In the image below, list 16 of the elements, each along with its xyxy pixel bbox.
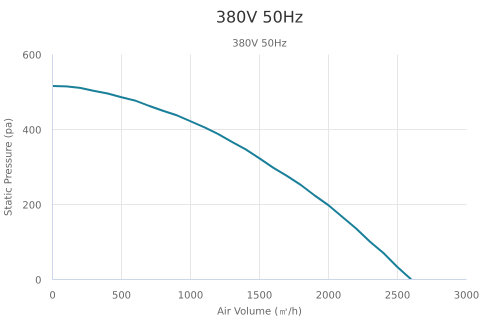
- x-tick-label: 1500: [246, 290, 272, 302]
- line-series: [52, 85, 412, 280]
- x-tick-label: 2500: [384, 290, 410, 302]
- chart-title: 380V 50Hz: [216, 8, 304, 26]
- x-tick-label: 2000: [316, 290, 342, 302]
- y-tick-label: 0: [35, 276, 42, 286]
- y-tick-label: 200: [22, 200, 42, 212]
- x-tick-label: 3000: [454, 290, 480, 302]
- x-tick-label: 1000: [178, 290, 204, 302]
- x-axis-title: Air Volume (㎥/h): [217, 306, 302, 318]
- chart-subtitle: 380V 50Hz: [232, 38, 287, 50]
- y-axis-title: Static Pressure (pa): [3, 118, 14, 216]
- y-tick-label: 600: [22, 50, 42, 62]
- x-tick-label: 500: [112, 290, 132, 302]
- x-tick-label: 0: [49, 290, 56, 302]
- y-tick-label: 400: [22, 126, 42, 136]
